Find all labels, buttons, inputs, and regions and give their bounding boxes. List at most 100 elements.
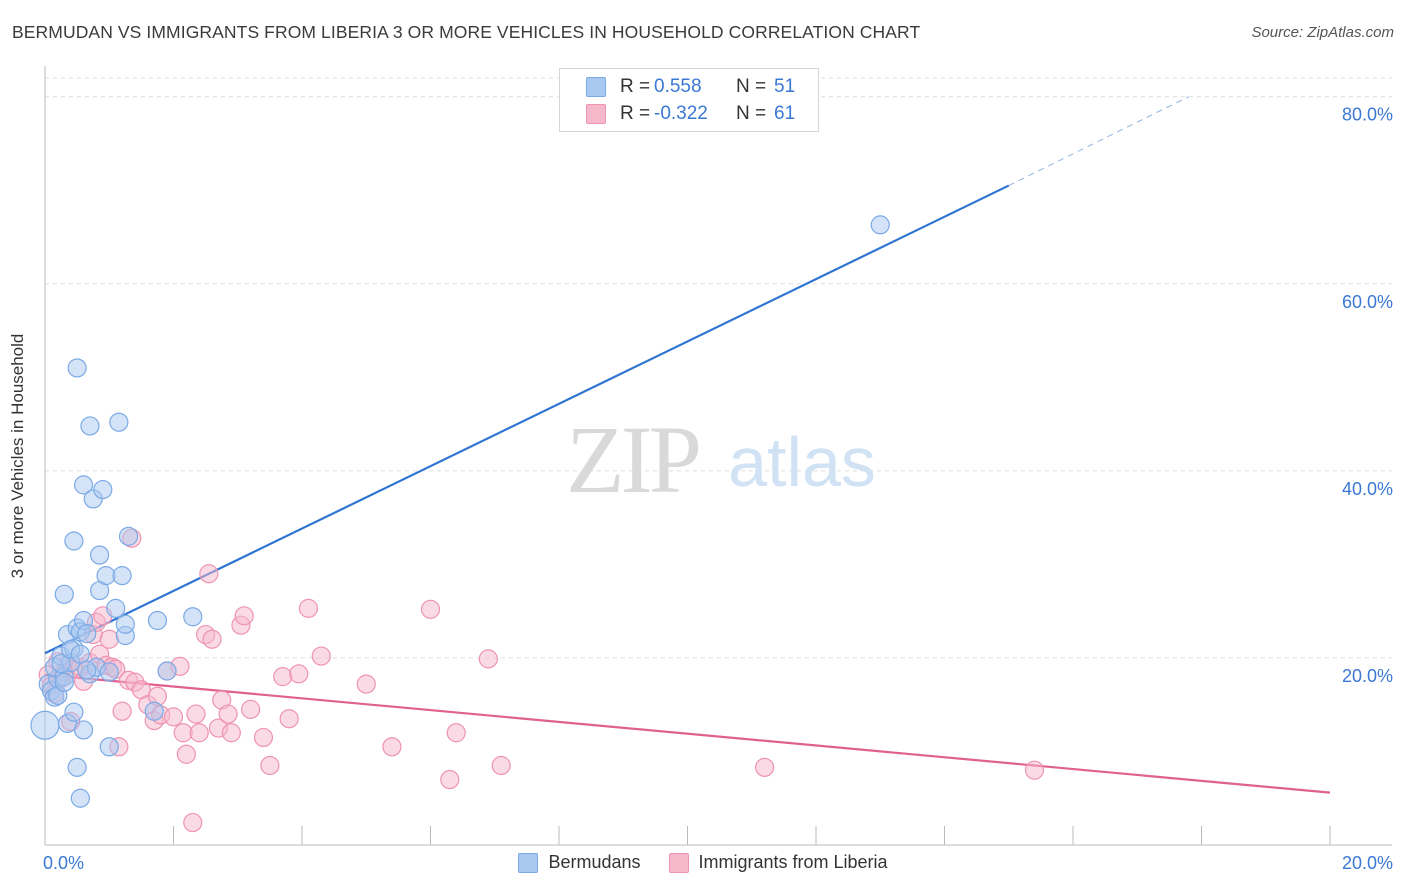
legend-n-value: 61 [774,103,796,124]
correlation-legend: R = 0.558 N = 51 R = -0.322 N = 61 [559,68,819,132]
liberia-point [189,723,209,743]
liberia-point [163,707,184,727]
liberia-point [253,727,274,748]
chart-title: BERMUDAN VS IMMIGRANTS FROM LIBERIA 3 OR… [12,22,921,42]
trend-line-bermudans-extension [1008,96,1189,187]
legend-row-bermudans: R = 0.558 N = 51 [586,74,795,100]
bermudan-point [77,660,97,680]
legend-n-value: 51 [774,76,796,97]
legend-label-bermudans: Bermudans [548,852,641,872]
bermudan-point [183,607,203,627]
liberia-point [446,723,466,743]
legend-swatch-pink [586,104,606,124]
liberia-point [420,599,441,619]
bermudan-point [118,526,139,546]
series-legend: Bermudans Immigrants from Liberia [0,852,1406,873]
bermudan-point [70,644,90,664]
bermudan-point [54,672,74,692]
x-tick-label: 0.0% [43,853,84,873]
grid-layer [45,77,1392,659]
legend-swatch-blue [518,852,539,873]
bermudan-point [115,614,135,634]
bermudan-point [90,545,110,565]
liberia-point [202,629,222,649]
liberia-point [218,704,238,724]
liberia-point [221,723,241,743]
liberia-point [311,646,331,666]
bermudan-point [64,531,84,551]
legend-item-liberia: Immigrants from Liberia [668,852,888,873]
legend-n-label: N = [736,103,767,124]
liberia-point [754,757,775,777]
watermark: ZIP atlas [566,406,876,513]
liberia-point [199,564,219,584]
bermudan-point [51,653,71,674]
legend-r-value: -0.322 [654,103,708,124]
liberia-point [298,598,319,618]
bermudan-point [106,598,126,618]
trend-line-bermudans [44,184,1010,655]
legend-swatch-blue [586,77,606,97]
liberia-point [491,755,511,776]
y-tick-label: 40.0% [1342,479,1393,499]
liberia-point [186,704,206,724]
bermudan-point [99,662,119,682]
bermudan-point [80,416,100,436]
liberia-point [260,755,280,776]
legend-r-label: R = [620,103,651,124]
bermudan-point [67,358,87,378]
bermudan-point [144,701,164,721]
legend-n-label: N = [736,76,767,97]
liberia-point [382,737,402,757]
bermudan-point [157,661,177,681]
bermudan-point [67,757,87,777]
bermudan-point [109,412,129,432]
bermudan-point [73,475,94,495]
liberia-point [112,701,132,721]
liberia-point [99,629,119,649]
y-axis-label: 3 or more Vehicles in Household [8,333,27,579]
legend-item-bermudans: Bermudans [518,852,641,873]
y-tick-label: 80.0% [1342,105,1393,125]
liberia-point [273,667,293,687]
liberia-point [356,674,376,694]
liberia-point [1024,760,1045,780]
watermark-zip: ZIP [566,406,699,513]
bermudan-point [112,566,132,586]
bermudan-point [99,737,119,757]
y-tick-label: 60.0% [1342,292,1393,312]
legend-swatch-pink [668,852,689,873]
tick-layer: 20.0% 40.0% 60.0% 80.0% 0.0% 20.0% [43,105,1393,873]
bermudan-point [77,624,97,644]
liberia-point [173,723,193,743]
legend-r-value: 0.558 [654,76,702,97]
liberia-point [279,709,299,729]
liberia-point [478,649,498,669]
bermudan-point [870,215,890,235]
liberia-point [234,606,254,626]
x-tick-label: 20.0% [1342,853,1393,873]
liberia-point [183,812,203,833]
bermudan-point [30,710,60,740]
legend-row-liberia: R = -0.322 N = 61 [586,101,795,127]
trend-line-liberia [44,673,1331,794]
points-layer [30,215,1045,833]
bermudan-point [147,610,168,631]
bermudan-point [93,479,113,500]
bermudan-point [73,720,94,740]
bermudan-point [54,584,74,604]
bermudan-point [70,788,90,808]
liberia-point [289,664,309,684]
liberia-point [440,769,460,790]
legend-r-label: R = [620,76,651,97]
axis-layer [44,66,1392,846]
liberia-point [241,699,261,719]
watermark-atlas: atlas [728,423,876,501]
bermudan-point [96,566,116,586]
legend-label-liberia: Immigrants from Liberia [698,852,888,872]
source-label: Source: ZipAtlas.com [1251,24,1394,41]
bermudan-point [64,702,84,722]
y-tick-label: 20.0% [1342,666,1393,686]
liberia-point [176,744,196,764]
